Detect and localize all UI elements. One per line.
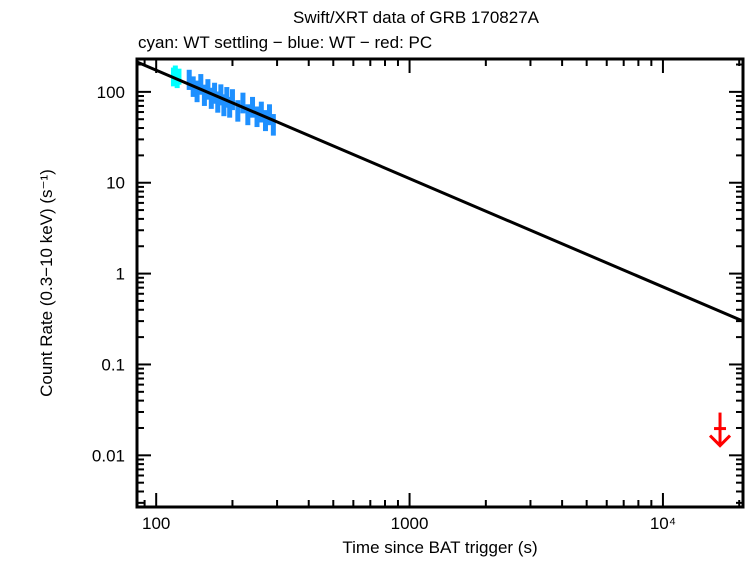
y-axis-label: Count Rate (0.3−10 keV) (s⁻¹) (37, 169, 56, 397)
y-tick-label: 10 (106, 174, 125, 193)
chart-subtitle: cyan: WT settling − blue: WT − red: PC (138, 33, 432, 52)
upper-limit-head (708, 434, 732, 448)
y-tick-label: 0.01 (92, 446, 125, 465)
plot-frame (135, 57, 745, 509)
chart-title: Swift/XRT data of GRB 170827A (293, 8, 540, 27)
y-tick-label: 1 (116, 265, 125, 284)
x-tick-label: 100 (142, 514, 170, 533)
x-tick-label: 1000 (391, 514, 429, 533)
y-tick-label: 0.1 (101, 355, 125, 374)
y-tick-label: 100 (97, 83, 125, 102)
upper-limit-arrow (708, 412, 732, 448)
x-tick-label: 10⁴ (650, 514, 676, 533)
x-axis-label: Time since BAT trigger (s) (342, 538, 537, 557)
model-fit-line (136, 60, 744, 323)
